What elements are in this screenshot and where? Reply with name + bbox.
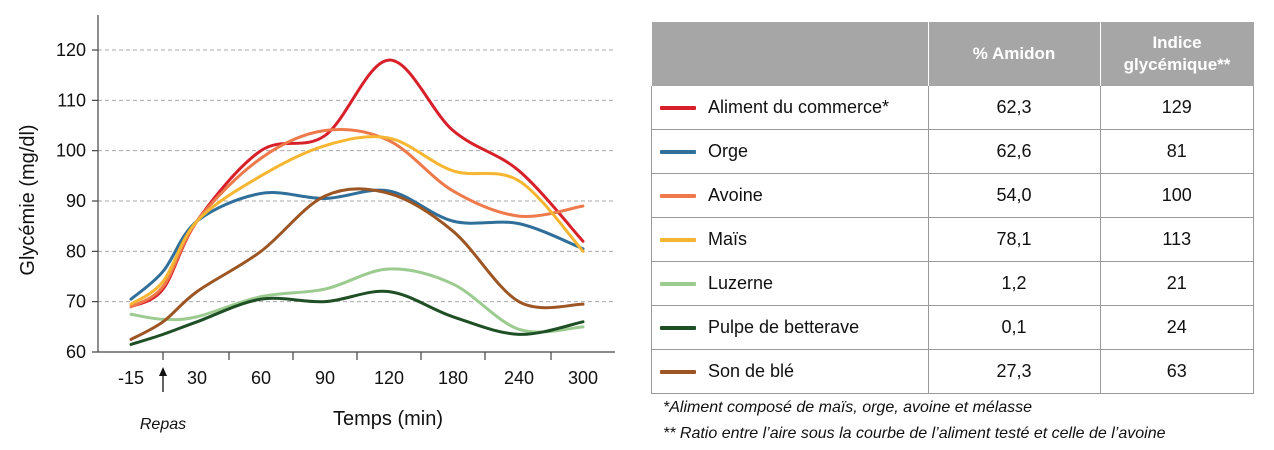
- table-row: Maïs 78,1 113: [651, 217, 1254, 262]
- series-line-luzerne: [129, 267, 585, 334]
- series-line-aliment-du-commerce: [129, 58, 585, 309]
- table-header-empty: [651, 22, 929, 86]
- amidon-cell: 62,6: [927, 129, 1100, 174]
- table-header-indice: Indice glycémique**: [1100, 22, 1254, 86]
- y-tick-label: 60: [66, 342, 86, 362]
- table-header-row: % Amidon Indice glycémique**: [651, 22, 1254, 86]
- repas-annotation: Repas: [140, 367, 186, 433]
- indice-cell: 129: [1099, 86, 1254, 130]
- y-tick-label: 90: [66, 191, 86, 211]
- legend-label: Avoine: [708, 185, 763, 205]
- y-tick-label: 120: [56, 40, 86, 60]
- legend-item: Luzerne: [651, 261, 928, 306]
- amidon-cell: 0,1: [927, 305, 1100, 350]
- x-axis-title: Temps (min): [333, 408, 443, 430]
- y-tick-label: 70: [66, 292, 86, 312]
- indice-cell: 24: [1099, 305, 1254, 350]
- x-tick-label: -15: [118, 368, 144, 388]
- amidon-cell: 62,3: [927, 86, 1100, 130]
- indice-cell: 100: [1099, 173, 1254, 218]
- glycemia-line-chart: 60 70 80 90 100 110 120 -15 30 60 90 120 180 240 300 G…: [17, 15, 615, 433]
- amidon-cell: 78,1: [927, 217, 1100, 262]
- table-header-amidon: % Amidon: [928, 22, 1101, 86]
- legend-swatch: [660, 106, 696, 111]
- legend-label: Aliment du commerce*: [708, 97, 890, 117]
- x-tick-label: 90: [315, 368, 335, 388]
- y-tick-label: 80: [66, 241, 86, 261]
- repas-label: Repas: [140, 416, 186, 433]
- indice-cell: 113: [1099, 217, 1254, 262]
- series-line-avoine: [129, 127, 585, 309]
- legend-swatch: [660, 150, 696, 155]
- amidon-cell: 54,0: [927, 173, 1100, 218]
- series-line-orge: [129, 188, 585, 301]
- legend-swatch: [660, 326, 696, 331]
- footnote-ratio: ** Ratio entre l’aire sous la courbe de …: [663, 425, 1166, 442]
- legend-swatch: [660, 238, 696, 243]
- amidon-cell: 27,3: [927, 349, 1100, 394]
- table-row: Avoine 54,0 100: [651, 173, 1254, 218]
- legend-swatch: [660, 282, 696, 287]
- legend-item: Son de blé: [651, 349, 928, 394]
- axes: [92, 15, 615, 360]
- legend-item: Orge: [651, 129, 928, 174]
- repas-arrow-head: [159, 367, 167, 376]
- legend-item: Pulpe de betterave: [651, 305, 928, 350]
- legend-label: Luzerne: [708, 273, 774, 293]
- y-axis-title: Glycémie (mg/dl): [17, 124, 39, 275]
- y-tick-label: 100: [56, 141, 86, 161]
- table-row: Luzerne 1,2 21: [651, 261, 1254, 306]
- legend-label: Pulpe de betterave: [708, 317, 860, 337]
- amidon-cell: 1,2: [927, 261, 1100, 306]
- legend-label: Orge: [708, 141, 749, 161]
- x-tick-label: 120: [374, 368, 404, 388]
- legend-swatch: [660, 194, 696, 199]
- table-row: Aliment du commerce* 62,3 129: [651, 86, 1254, 130]
- x-tick-label: 60: [251, 368, 271, 388]
- series-line-pulpe-de-betterave: [129, 289, 585, 346]
- x-tick-label: 30: [187, 368, 207, 388]
- legend-item: Avoine: [651, 173, 928, 218]
- legend-table: % Amidon Indice glycémique** Aliment du …: [651, 22, 1254, 394]
- table-row: Orge 62,6 81: [651, 129, 1254, 174]
- gridlines: [98, 49, 615, 303]
- x-tick-label: 240: [504, 368, 534, 388]
- table-row: Pulpe de betterave 0,1 24: [651, 305, 1254, 350]
- indice-cell: 81: [1099, 129, 1254, 174]
- indice-cell: 63: [1099, 349, 1254, 394]
- y-tick-label: 110: [57, 90, 86, 110]
- legend-item: Aliment du commerce*: [651, 86, 928, 130]
- table-row: Son de blé 27,3 63: [651, 349, 1254, 394]
- legend-label: Son de blé: [708, 361, 795, 381]
- x-tick-label: 300: [568, 368, 598, 388]
- x-tick-label: 180: [438, 368, 468, 388]
- series-lines: [129, 58, 585, 346]
- tick-labels: 60 70 80 90 100 110 120 -15 30 60 90 120 180 240 300: [56, 40, 598, 388]
- indice-cell: 21: [1099, 261, 1254, 306]
- footnote-aliment: *Aliment composé de maïs, orge, avoine e…: [663, 399, 1033, 416]
- legend-label: Maïs: [708, 229, 748, 249]
- legend-swatch: [660, 370, 696, 375]
- series-line-ma-s: [129, 135, 585, 306]
- legend-item: Maïs: [651, 217, 928, 262]
- series-line-son-de-bl: [129, 187, 585, 341]
